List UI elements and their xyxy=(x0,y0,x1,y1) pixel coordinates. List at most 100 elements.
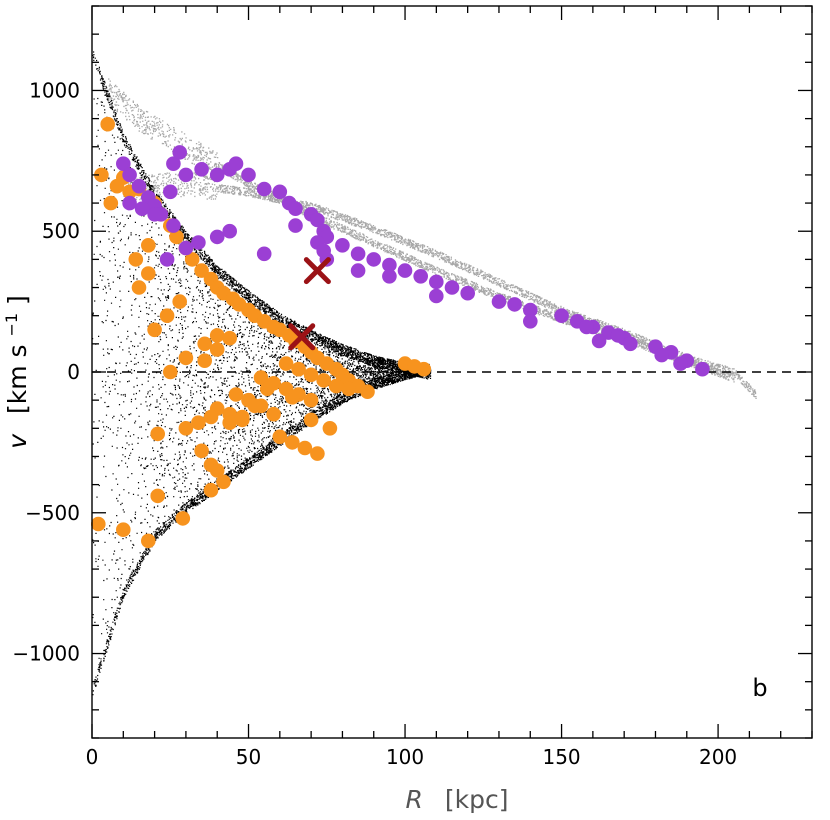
orange-point-77 xyxy=(209,342,225,357)
observed-orange-points xyxy=(91,116,432,549)
orange-point-88 xyxy=(260,381,275,397)
purple-point-55 xyxy=(654,347,669,363)
purple-point-49 xyxy=(429,288,444,304)
orange-point-74 xyxy=(235,409,250,425)
purple-point-28 xyxy=(413,269,429,284)
orange-point-63 xyxy=(116,522,131,537)
orange-point-82 xyxy=(285,435,300,450)
orange-point-64 xyxy=(141,533,156,549)
y-axis-unit-exponent: −1 xyxy=(2,313,21,337)
observed-purple-points xyxy=(116,145,710,377)
purple-point-11 xyxy=(209,167,225,183)
orange-point-71 xyxy=(150,426,165,442)
purple-point-29 xyxy=(429,274,444,290)
purple-point-25 xyxy=(366,252,382,267)
orange-point-54 xyxy=(178,350,194,366)
orange-point-72 xyxy=(203,482,219,498)
orange-point-91 xyxy=(128,252,144,267)
purple-point-35 xyxy=(554,308,569,324)
purple-point-0 xyxy=(116,156,131,171)
highlight-cross-0-stroke-b xyxy=(303,257,331,285)
orange-point-75 xyxy=(247,398,263,414)
orange-point-57 xyxy=(147,322,162,338)
purple-point-1 xyxy=(122,167,137,183)
purple-point-54 xyxy=(623,336,638,352)
purple-point-43 xyxy=(695,361,710,377)
purple-point-47 xyxy=(350,263,366,278)
orange-point-93 xyxy=(109,178,125,194)
purple-point-20 xyxy=(310,212,325,228)
highlight-cross-0 xyxy=(303,257,331,285)
y-axis-title: v [km s −1 ] xyxy=(0,295,32,449)
axis-ticks xyxy=(91,5,813,739)
orange-point-65 xyxy=(150,488,165,504)
highlight-cross-1-stroke-b xyxy=(288,323,316,351)
purple-point-7 xyxy=(166,156,181,171)
orange-point-1 xyxy=(100,116,115,132)
orange-point-51 xyxy=(191,415,206,431)
orange-point-90 xyxy=(141,238,156,253)
purple-point-57 xyxy=(191,235,206,250)
purple-point-24 xyxy=(350,246,366,262)
orange-point-9 xyxy=(184,252,200,267)
y-axis-symbol: v xyxy=(3,433,32,449)
orange-point-37 xyxy=(341,381,357,397)
orange-point-73 xyxy=(222,415,237,431)
orange-point-31 xyxy=(360,384,375,400)
orange-point-7 xyxy=(169,229,184,245)
purple-point-9 xyxy=(178,167,194,183)
y-axis-unit-close: ] xyxy=(3,295,32,305)
orange-point-60 xyxy=(131,280,147,295)
purple-point-6 xyxy=(163,184,178,200)
purple-point-64 xyxy=(147,207,162,222)
highlight-cross-1 xyxy=(288,323,316,351)
orange-point-46 xyxy=(266,406,281,422)
orange-point-53 xyxy=(163,364,178,380)
purple-point-48 xyxy=(382,269,397,284)
purple-point-56 xyxy=(673,356,688,371)
orange-point-87 xyxy=(416,361,432,377)
purple-point-26 xyxy=(382,257,397,273)
purple-point-58 xyxy=(209,229,225,245)
orange-point-69 xyxy=(209,463,225,478)
purple-point-13 xyxy=(228,156,244,171)
orange-point-52 xyxy=(203,409,219,425)
orange-point-94 xyxy=(103,195,119,211)
x-tick-label-100: 100 xyxy=(386,745,424,769)
purple-point-63 xyxy=(134,201,150,216)
x-tick-label-150: 150 xyxy=(542,745,580,769)
purple-point-16 xyxy=(272,184,288,200)
x-tick-labels: 0 50 100 150 200 xyxy=(86,745,738,769)
x-axis-symbol: R xyxy=(406,785,423,814)
purple-point-31 xyxy=(460,285,476,301)
orange-point-32 xyxy=(278,356,294,371)
purple-point-67 xyxy=(316,243,332,259)
purple-point-50 xyxy=(523,314,538,329)
y-tick-label-500: 500 xyxy=(42,219,80,243)
orange-point-89 xyxy=(285,390,300,405)
orange-point-59 xyxy=(172,294,187,309)
orange-point-43 xyxy=(228,387,244,402)
y-tick-label-0: 0 xyxy=(67,360,80,384)
y-tick-label-1000: 1000 xyxy=(29,78,80,102)
purple-point-23 xyxy=(335,238,350,253)
orange-point-55 xyxy=(197,336,212,352)
purple-point-15 xyxy=(256,181,272,197)
orange-point-50 xyxy=(178,421,194,436)
purple-point-53 xyxy=(610,328,626,343)
y-tick-labels: −1000 −500 0 500 1000 xyxy=(12,78,80,665)
orange-point-38 xyxy=(253,370,269,385)
purple-point-51 xyxy=(579,319,594,335)
orange-point-56 xyxy=(209,328,225,343)
purple-point-65 xyxy=(166,218,181,233)
orange-point-78 xyxy=(222,330,237,346)
purple-point-61 xyxy=(159,252,175,267)
orange-point-35 xyxy=(316,373,332,388)
y-axis-unit-open: [km s xyxy=(3,344,32,414)
stream-particle-cloud xyxy=(107,78,757,400)
orange-point-58 xyxy=(159,308,175,324)
orange-point-33 xyxy=(291,361,306,377)
orange-point-34 xyxy=(303,367,319,383)
purple-point-52 xyxy=(591,333,607,349)
